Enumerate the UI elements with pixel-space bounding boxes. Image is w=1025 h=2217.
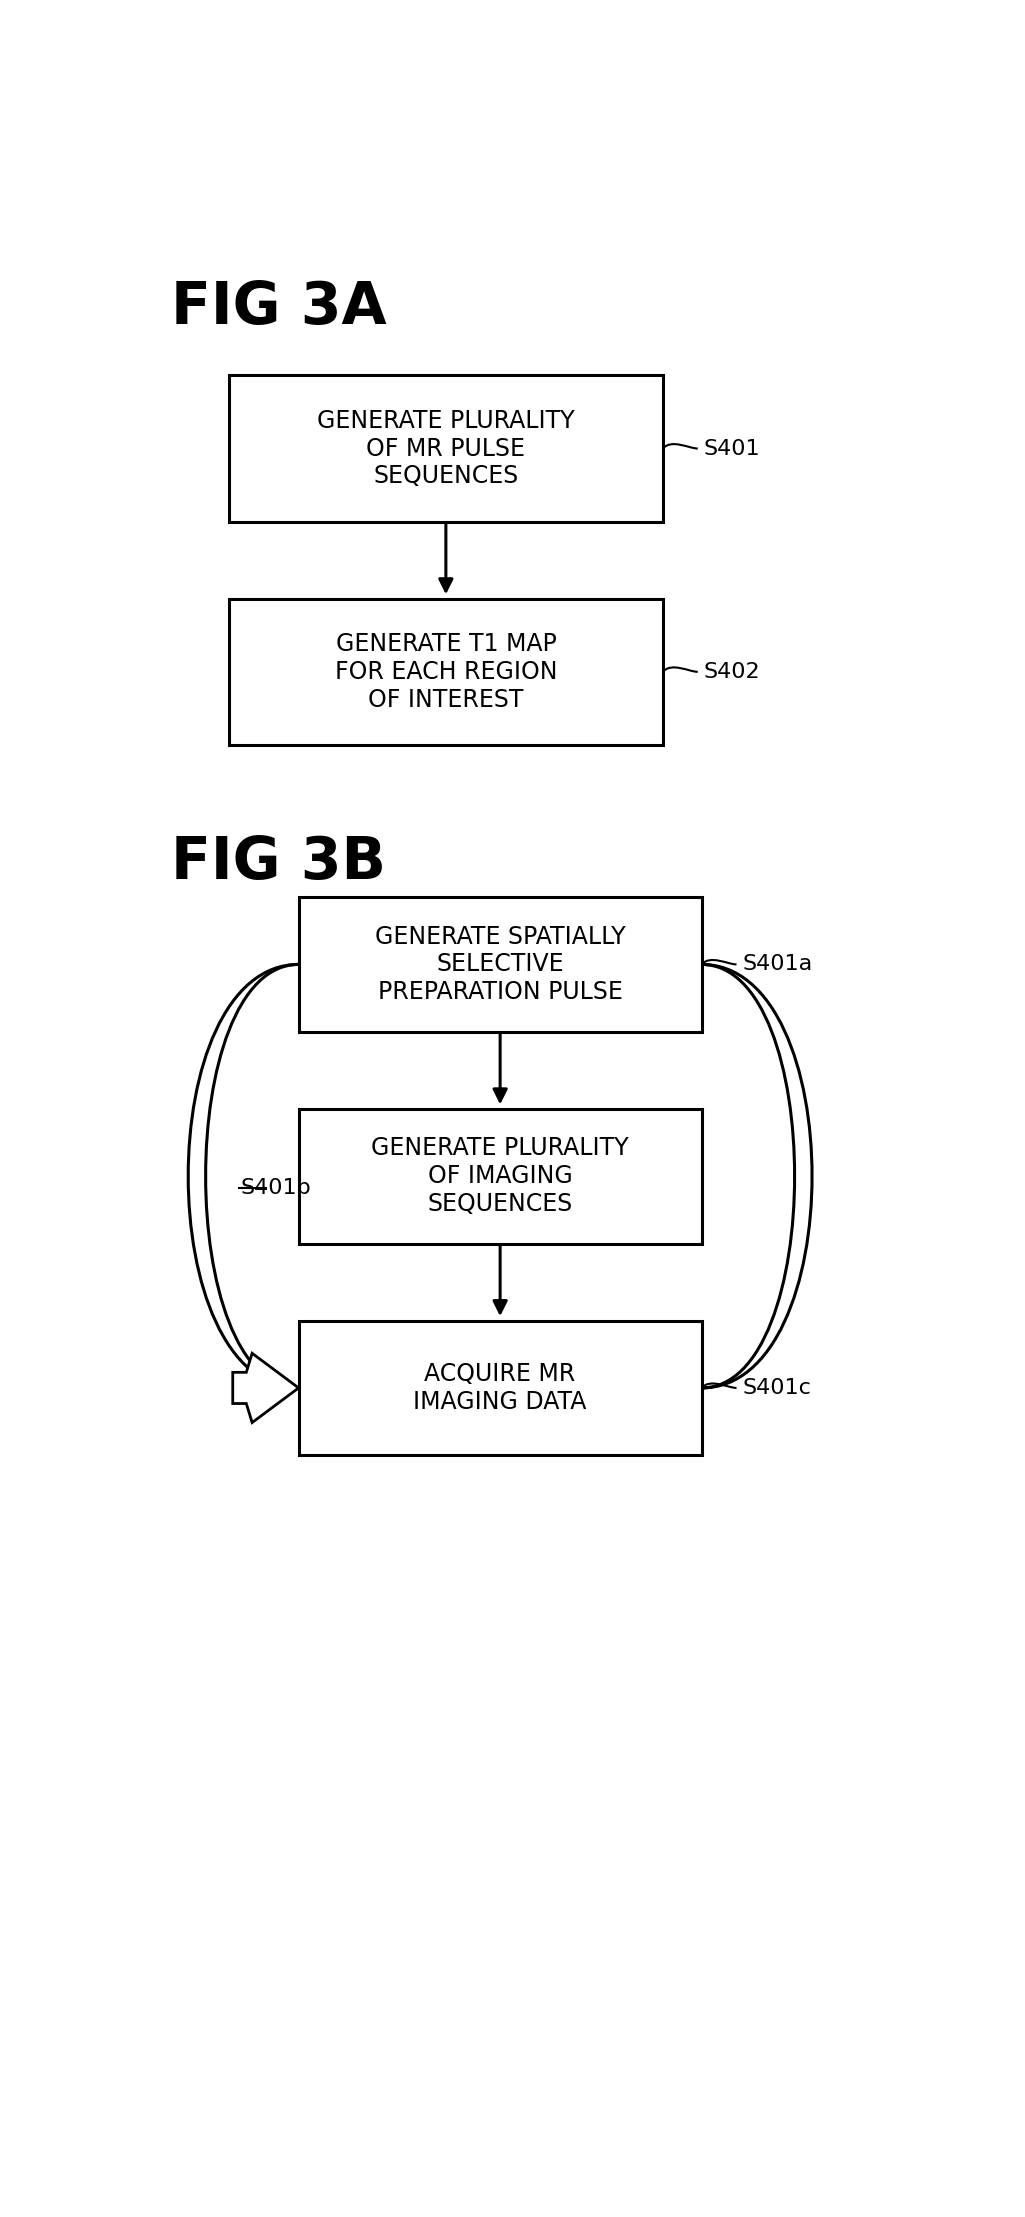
FancyBboxPatch shape [298, 1321, 702, 1454]
Text: FIG 3B: FIG 3B [171, 834, 385, 891]
Text: GENERATE T1 MAP
FOR EACH REGION
OF INTEREST: GENERATE T1 MAP FOR EACH REGION OF INTER… [334, 632, 558, 712]
Text: S401a: S401a [743, 956, 813, 975]
Text: S401b: S401b [241, 1177, 312, 1197]
Text: GENERATE PLURALITY
OF IMAGING
SEQUENCES: GENERATE PLURALITY OF IMAGING SEQUENCES [371, 1137, 629, 1215]
FancyBboxPatch shape [298, 898, 702, 1031]
FancyBboxPatch shape [229, 375, 663, 521]
Text: S401c: S401c [743, 1379, 812, 1399]
FancyBboxPatch shape [298, 1108, 702, 1244]
FancyBboxPatch shape [229, 599, 663, 745]
Text: GENERATE SPATIALLY
SELECTIVE
PREPARATION PULSE: GENERATE SPATIALLY SELECTIVE PREPARATION… [375, 924, 625, 1004]
Text: GENERATE PLURALITY
OF MR PULSE
SEQUENCES: GENERATE PLURALITY OF MR PULSE SEQUENCES [317, 408, 575, 488]
Text: ACQUIRE MR
IMAGING DATA: ACQUIRE MR IMAGING DATA [413, 1361, 586, 1414]
Text: S401: S401 [704, 439, 761, 459]
Text: S402: S402 [704, 663, 761, 683]
Polygon shape [233, 1352, 298, 1423]
Text: FIG 3A: FIG 3A [171, 279, 386, 337]
